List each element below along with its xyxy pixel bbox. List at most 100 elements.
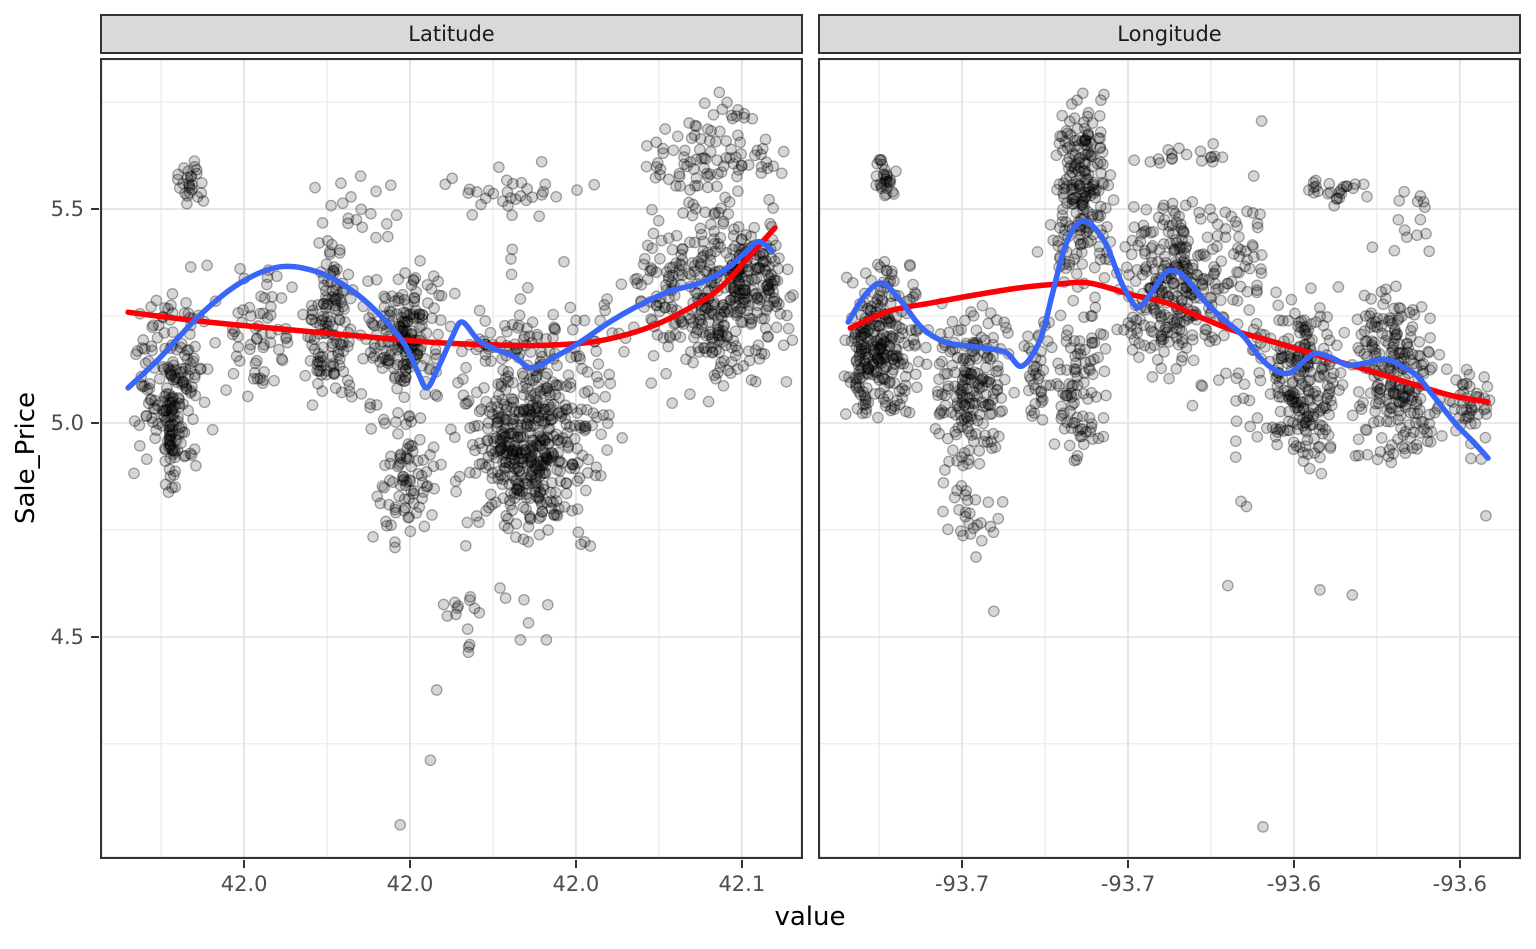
data-point xyxy=(666,397,679,409)
data-point xyxy=(163,441,176,454)
data-point xyxy=(244,343,256,356)
data-point xyxy=(645,262,657,274)
data-point xyxy=(473,606,486,619)
data-point xyxy=(392,460,404,473)
data-point xyxy=(560,477,573,490)
data-point xyxy=(712,206,725,219)
data-point xyxy=(885,317,897,329)
data-point xyxy=(409,304,422,317)
data-point xyxy=(398,316,411,328)
data-point xyxy=(909,339,921,352)
data-point xyxy=(763,272,776,284)
x-tick-label: 42.0 xyxy=(552,872,600,896)
data-point xyxy=(162,410,175,423)
data-point xyxy=(503,457,516,470)
data-point xyxy=(708,208,720,221)
data-point xyxy=(1398,185,1411,198)
data-point xyxy=(1086,368,1099,381)
data-point xyxy=(528,448,541,461)
data-point xyxy=(524,420,537,433)
data-point xyxy=(345,390,358,403)
data-point xyxy=(508,492,521,504)
data-point xyxy=(1077,387,1090,400)
data-point xyxy=(332,346,344,358)
data-point xyxy=(907,291,920,303)
data-point xyxy=(408,312,420,324)
data-point xyxy=(571,407,583,419)
data-point xyxy=(505,487,517,499)
data-point xyxy=(496,478,509,491)
data-point xyxy=(686,321,698,334)
data-point xyxy=(324,360,337,373)
data-point xyxy=(875,338,888,351)
data-point xyxy=(1068,198,1080,210)
data-point xyxy=(379,417,391,430)
data-point xyxy=(780,375,793,388)
data-point xyxy=(1369,405,1381,418)
data-point xyxy=(739,287,751,300)
data-point xyxy=(1157,333,1170,346)
data-point xyxy=(657,142,669,155)
data-point xyxy=(730,309,743,322)
data-point xyxy=(761,330,774,343)
data-point xyxy=(166,288,179,300)
data-point xyxy=(502,199,514,212)
data-point xyxy=(500,404,513,416)
data-point xyxy=(407,308,420,321)
data-point xyxy=(522,457,535,470)
data-point xyxy=(725,341,738,354)
data-point xyxy=(1479,431,1492,444)
data-point xyxy=(523,403,536,415)
data-point xyxy=(687,316,700,329)
data-point xyxy=(733,292,746,305)
data-point xyxy=(708,225,720,238)
data-point xyxy=(517,439,530,452)
data-point xyxy=(516,456,529,469)
data-point xyxy=(1349,178,1362,191)
data-point xyxy=(179,449,192,462)
data-point xyxy=(312,377,324,390)
data-point xyxy=(335,386,348,399)
data-point xyxy=(461,623,474,635)
data-point xyxy=(725,143,737,156)
data-point xyxy=(414,344,427,357)
data-point xyxy=(177,375,189,387)
data-point xyxy=(688,259,701,272)
data-point xyxy=(520,418,533,430)
data-point xyxy=(1073,151,1086,164)
data-point xyxy=(712,326,725,339)
data-point xyxy=(388,362,400,375)
data-point xyxy=(859,345,871,357)
data-point xyxy=(654,252,666,265)
data-point xyxy=(520,488,533,500)
data-point xyxy=(537,383,550,395)
data-point xyxy=(729,286,741,298)
data-point xyxy=(397,474,409,487)
data-point xyxy=(394,818,407,831)
data-point xyxy=(462,641,475,653)
data-point xyxy=(534,430,547,443)
data-point xyxy=(701,167,713,180)
data-point xyxy=(573,419,586,432)
data-point xyxy=(968,350,981,362)
data-point xyxy=(690,327,703,339)
data-point xyxy=(1111,323,1123,336)
data-point xyxy=(1052,380,1065,393)
data-point xyxy=(476,457,489,470)
data-point xyxy=(749,263,762,276)
data-point xyxy=(420,327,433,339)
data-point xyxy=(258,338,271,351)
data-point xyxy=(1317,319,1330,332)
data-point xyxy=(133,440,146,452)
data-point xyxy=(1285,352,1298,365)
data-point xyxy=(521,182,534,195)
data-point xyxy=(502,375,514,388)
data-point xyxy=(130,348,142,361)
data-point xyxy=(547,430,560,442)
data-point xyxy=(684,184,696,196)
data-point xyxy=(488,435,501,448)
data-point xyxy=(698,304,711,316)
data-point xyxy=(329,382,342,394)
data-point xyxy=(413,311,426,324)
data-point xyxy=(1195,155,1208,167)
